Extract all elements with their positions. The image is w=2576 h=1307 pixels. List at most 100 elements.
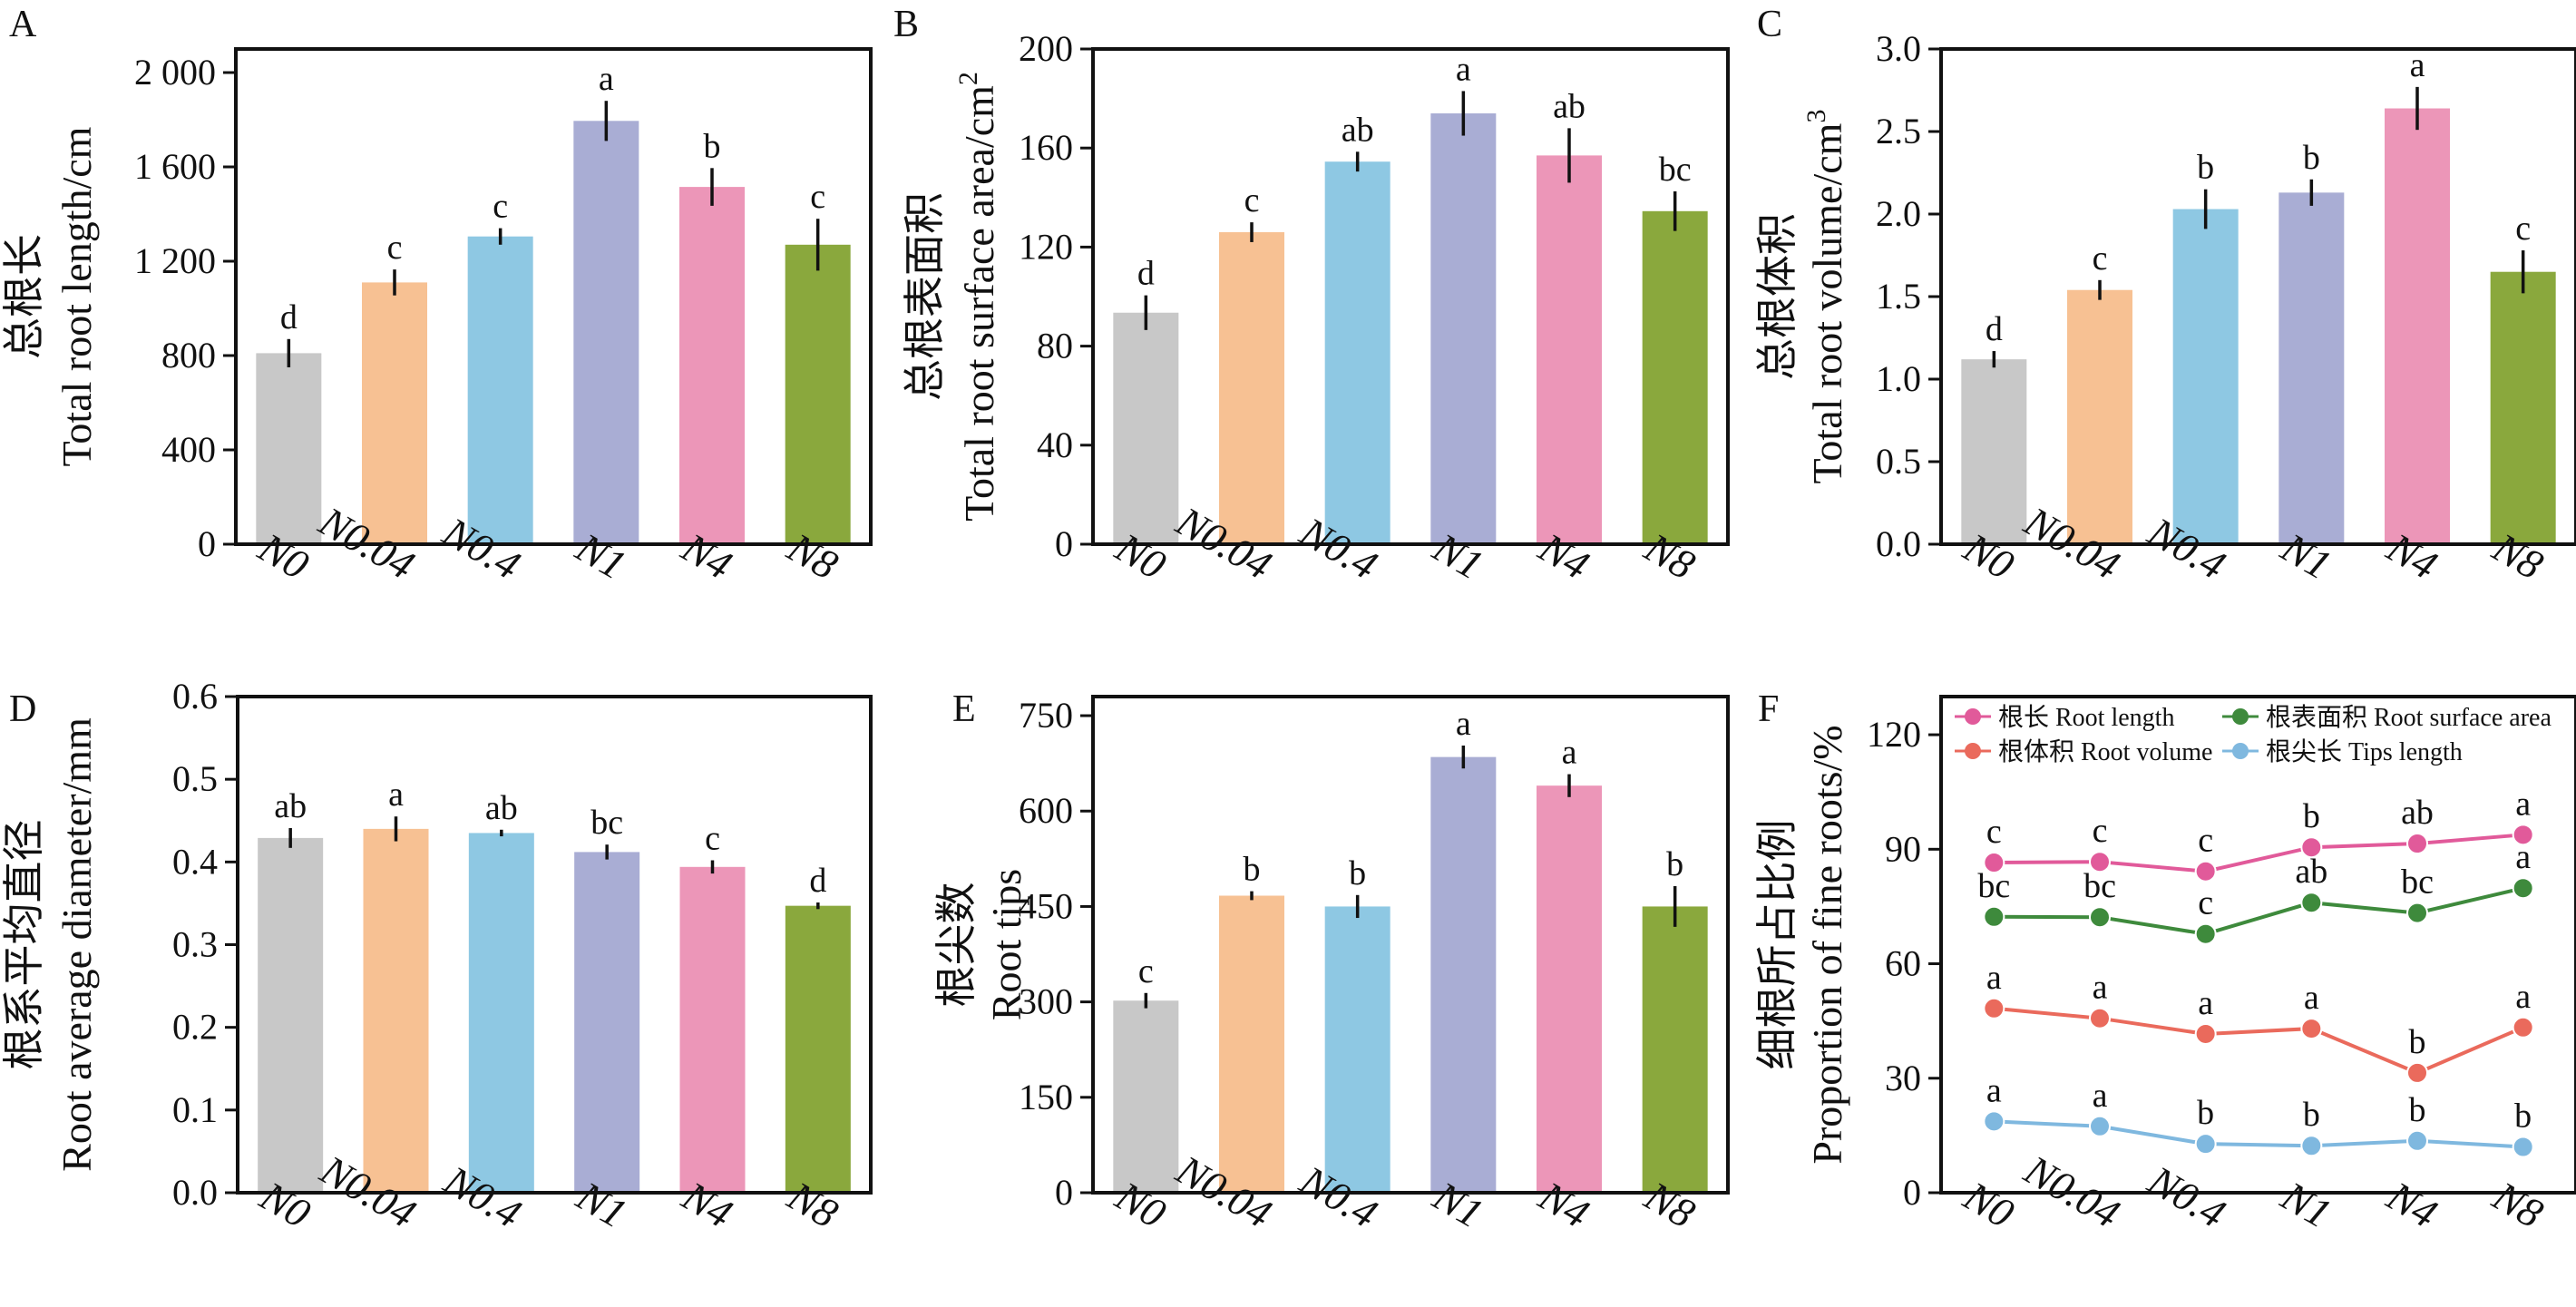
significance-letter: a <box>599 60 614 98</box>
panel-A: A 总根长 Total root length/cm 0 400 800 1 200 1 60… <box>1 4 873 589</box>
panel-letter: F <box>1758 688 1779 730</box>
y-tick-label: 90 <box>1885 828 1921 869</box>
significance-letter: a <box>2410 46 2425 84</box>
significance-letter: b <box>2303 1096 2320 1134</box>
legend-entry: 根体积 Root volume <box>1998 737 2212 766</box>
plot-frame <box>1091 695 1730 1195</box>
significance-letter: c <box>493 188 508 226</box>
y-tick-label: 0.0 <box>172 1172 218 1213</box>
legend-entry: 根表面积 Root surface area <box>2266 703 2552 732</box>
data-point <box>2512 1136 2534 1158</box>
data-point <box>2406 832 2428 854</box>
y-tick-label: 60 <box>1885 943 1921 984</box>
x-tick-label: N8 <box>2484 1172 2551 1237</box>
bar-N4 <box>679 187 745 544</box>
y-tick-label: 40 <box>1037 424 1073 465</box>
bar-N0 <box>256 353 322 544</box>
significance-letter: ab <box>2401 794 2434 832</box>
y-tick-label: 2.0 <box>1876 193 1921 234</box>
data-point <box>2089 906 2111 929</box>
legend-marker <box>1965 708 1981 725</box>
significance-letter: b <box>1244 851 1261 889</box>
significance-letter: b <box>2303 797 2320 835</box>
data-point <box>2194 860 2217 883</box>
data-point <box>2194 1022 2217 1045</box>
significance-letter: a <box>1456 50 1471 88</box>
y-tick-label: 120 <box>1019 226 1073 267</box>
y-tick-label: 0 <box>1055 523 1073 564</box>
significance-letter: c <box>2198 822 2213 860</box>
bar-N0.04 <box>2067 289 2132 544</box>
legend-marker <box>2232 743 2249 759</box>
data-point <box>2300 892 2323 914</box>
y-tick-label: 600 <box>1019 790 1073 831</box>
y-axis-title-superscript: 2 <box>953 72 983 85</box>
x-tick-label: N0 <box>1956 1172 2022 1237</box>
y-tick-label: 120 <box>1867 714 1921 755</box>
y-tick-label: 0.1 <box>172 1089 218 1130</box>
bar-N8 <box>1642 906 1708 1193</box>
y-axis-title-cn: 总根表面积 <box>902 192 948 401</box>
significance-letter: a <box>2515 785 2531 823</box>
y-axis-title-cn: 细根所占比例 <box>1754 820 1800 1070</box>
data-point <box>2406 1129 2428 1152</box>
y-axis-title-cn: 总根长 <box>1 234 47 359</box>
y-axis-title-cn: 根尖数 <box>933 883 980 1008</box>
data-point <box>2194 1133 2217 1156</box>
plot-frame <box>1939 695 2576 1195</box>
y-tick-label: 450 <box>1019 885 1073 926</box>
y-axis-title-superscript: 3 <box>1801 110 1831 123</box>
y-tick-label: 800 <box>161 335 216 376</box>
bar-N4 <box>1537 785 1602 1193</box>
significance-letter: c <box>1244 181 1260 219</box>
panel-letter: B <box>893 4 919 45</box>
y-tick-label: 200 <box>1019 28 1073 69</box>
bar-N8 <box>785 905 851 1193</box>
plot-frame <box>1939 47 2576 546</box>
y-axis-title-en: Root tips <box>983 869 1029 1020</box>
legend-entry: 根尖长 Tips length <box>2266 737 2463 766</box>
y-tick-label: 0.2 <box>172 1007 218 1048</box>
y-tick-label: 0 <box>1055 1172 1073 1213</box>
y-tick-label: 0.6 <box>172 676 218 717</box>
significance-letter: d <box>1986 310 2003 348</box>
significance-letter: d <box>280 298 298 337</box>
significance-letter: ab <box>1342 111 1374 149</box>
data-point <box>2300 836 2323 859</box>
y-tick-label: 750 <box>1019 695 1073 736</box>
bar-N0.04 <box>1219 232 1284 544</box>
y-tick-label: 2.5 <box>1876 111 1921 151</box>
bar-N0.4 <box>468 833 534 1193</box>
panel-C: C 总根体积 Total root volume/cm3 0.0 0.5 1.0 1.5 2.… <box>1754 4 2576 589</box>
significance-letter: b <box>2514 1097 2532 1136</box>
significance-letter: b <box>2197 149 2214 187</box>
bar-N0.04 <box>1219 895 1284 1193</box>
y-tick-label: 80 <box>1037 326 1073 366</box>
panel-letter: D <box>9 688 36 730</box>
y-tick-label: 0 <box>198 523 216 564</box>
significance-letter: a <box>2198 984 2213 1022</box>
bar-N8 <box>2490 271 2556 544</box>
panel-B: B 总根表面积 Total root surface area/cm2 0 40 80 12… <box>893 4 1730 589</box>
data-point <box>2300 1135 2323 1157</box>
significance-letter: b <box>2409 1091 2426 1129</box>
legend-entry: 根长 Root length <box>1998 703 2174 732</box>
significance-letter: c <box>2515 210 2531 248</box>
significance-letter: c <box>1138 952 1154 990</box>
significance-letter: c <box>2093 239 2108 278</box>
data-point <box>2089 1007 2111 1029</box>
significance-letter: c <box>705 820 720 858</box>
bar-N0.04 <box>363 828 429 1193</box>
panel-letter: A <box>9 4 37 45</box>
data-point <box>2406 1061 2428 1084</box>
panel-letter: C <box>1757 4 1782 45</box>
y-axis-title-en: Proportion of fine roots/% <box>1804 725 1850 1164</box>
data-point <box>2512 824 2534 846</box>
bar-N4 <box>1537 155 1602 544</box>
significance-letter: a <box>2093 969 2108 1007</box>
data-point <box>2406 902 2428 924</box>
y-tick-label: 0.5 <box>1876 441 1921 482</box>
significance-letter: a <box>1986 959 2002 997</box>
bar-N1 <box>1430 112 1497 544</box>
bar-N4 <box>679 866 746 1193</box>
